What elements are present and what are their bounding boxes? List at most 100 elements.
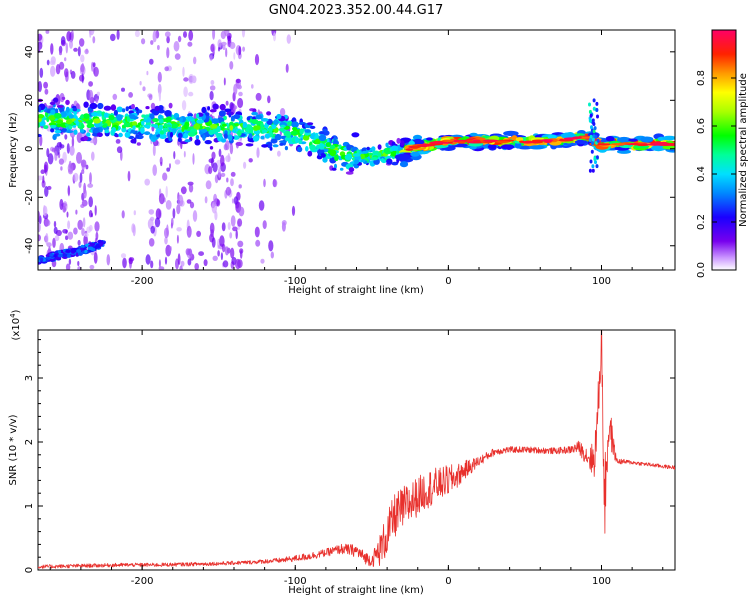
spectrogram-ridge-blob [164,124,172,128]
spectrogram-ridge-blob [297,146,303,153]
spectrogram-speckle [89,30,95,36]
spectrogram-ridge-blob [195,135,200,140]
spectrogram-speckle [45,233,49,245]
spectrogram-speckle [49,60,56,66]
spectrogram-ridge-blob [135,134,140,139]
spectrogram-speckle [270,251,274,259]
spectrogram-speckle [180,260,185,267]
spectrogram-speckle [152,164,157,176]
spectrogram-speckle [73,172,79,182]
snr-scale-base: (x10 [11,318,22,341]
spectrogram-ridge-blob [121,108,126,113]
spectrogram-speckle [179,265,183,270]
spectrogram-ridge-blob [68,114,74,119]
spectrogram-speckle [133,210,136,216]
spectrogram-low-branch [49,253,54,257]
spectrogram-speckle [166,167,171,172]
spectrogram-low-branch [97,239,103,244]
spectrogram-speckle [94,221,100,232]
spectrogram-speckle [158,259,161,268]
spectrogram-ridge-blob [131,121,138,126]
spectrogram-ridge-blob [315,138,321,144]
spectrogram-speckle [227,222,231,230]
spectrogram-speckle [148,238,155,247]
spectrogram-speckle [157,71,162,83]
spectrogram-speckle [78,181,82,188]
spectrogram-ridge-blob [89,102,98,110]
spectrogram-speckle [45,30,50,34]
spectrogram-speckle [93,66,99,77]
spectrogram-speckle [85,48,88,53]
spectrogram-speckle [84,232,89,237]
spectrogram-ridge-blob [212,103,219,110]
spectrogram-speckle [177,35,182,43]
spectrogram-ridge-blob [385,142,389,148]
spectrogram-ridge-blob [140,127,145,134]
spectrogram-ridge-blob [149,113,155,120]
spectrogram-speckle [65,42,69,54]
spectrogram-ridge-blob [138,109,143,114]
spectrogram-speckle [157,83,162,95]
spectrogram-ridge-blob [113,109,118,116]
spectrogram-speckle [212,162,218,173]
spectrogram-ridge-blob [305,146,309,152]
spectrogram-ridge-blob [377,152,382,158]
svg-text:(x104): (x104) [9,309,22,340]
spectrogram-speckle [187,41,193,47]
spectrogram-ridge-blob [232,135,240,140]
spectrogram-ridge-blob [574,139,588,145]
spectrogram-ridge-blob [164,110,172,117]
spectrogram-ridge-blob [201,106,207,114]
spectrogram-speckle [146,70,149,76]
spectrogram-ridge-blob [319,145,325,150]
spectrogram-speckle [83,188,87,199]
spectrogram-ridge-blob [91,112,99,117]
spectrogram-xtick-label: 100 [592,276,611,287]
spectrogram-speckle [52,237,56,248]
spectrogram-ridge-core [636,143,649,147]
spectrogram-ridge-blob [329,145,336,150]
spectrogram-speckle [43,161,49,173]
spectrogram-spike [593,157,597,161]
spectrogram-speckle [229,232,233,239]
spectrogram-ridge-blob [162,127,169,133]
snr-xlabel: Height of straight line (km) [288,585,424,596]
spectrogram-speckle [38,33,43,41]
spectrogram-speckle [223,143,228,151]
spectrogram-ridge-blob [68,125,73,130]
spectrogram-speckle [171,217,174,227]
spectrogram-ridge-blob [260,135,265,140]
spectrogram-speckle [82,217,86,228]
spectrogram-speckle [69,39,73,49]
spectrogram-speckle [230,215,236,227]
spectrogram-spike [593,126,597,131]
spectrogram-ridge-blob [399,161,409,168]
spectrogram-speckle [220,154,225,167]
spectrogram-ridge-blob [177,132,183,139]
spectrogram-ridge-blob [309,144,316,151]
spectrogram-speckle [185,248,191,256]
spectrogram-speckle [67,186,71,197]
spectrogram-ridge-core [596,143,611,146]
spectrogram-ridge-blob [307,122,314,126]
spectrogram-ridge-blob [93,118,101,124]
spectrogram-speckle [88,81,93,87]
spectrogram-ridge-blob [242,121,248,128]
spectrogram-speckle [148,94,153,101]
spectrogram-speckle [218,46,220,52]
spectrogram-ridge-blob [245,143,254,147]
spectrogram-ridge-blob [278,128,285,132]
spectrogram-ridge-blob [65,99,70,106]
spectrogram-ridge-blob [48,115,56,121]
spectrogram-speckle [155,208,162,220]
spectrogram-speckle [262,220,267,230]
spectrogram-speckle [232,226,238,232]
spectrogram-speckle [81,62,85,74]
spectrogram-ridge-blob [126,116,130,123]
spectrogram-ridge-core [521,141,534,144]
spectrogram-speckle [93,136,98,146]
spectrogram-speckle [88,224,93,232]
spectrogram-xtick-label: -100 [284,276,307,287]
spectrogram-ridge-blob [284,136,293,142]
